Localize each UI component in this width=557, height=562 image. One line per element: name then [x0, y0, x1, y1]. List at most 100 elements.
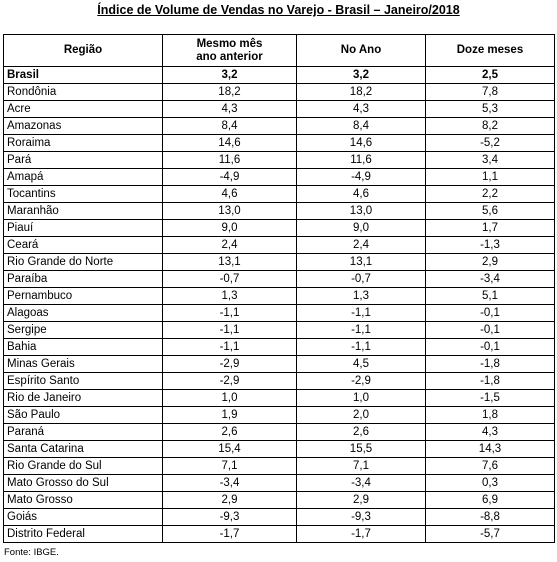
region-cell: Santa Catarina: [3, 440, 163, 458]
year-cell: -1,7: [296, 525, 426, 543]
table-row: Amazonas 8,4 8,4 8,2: [3, 117, 555, 135]
year-cell: -2,9: [296, 372, 426, 390]
twelve-months-cell: -3,4: [425, 270, 555, 288]
twelve-months-cell: -0,1: [425, 338, 555, 356]
table-row: Goiás -9,3 -9,3 -8,8: [3, 508, 555, 526]
header-same-month-line1: Mesmo mês: [196, 37, 263, 50]
table-row: Espírito Santo -2,9 -2,9 -1,8: [3, 372, 555, 390]
table-row: São Paulo 1,9 2,0 1,8: [3, 406, 555, 424]
table-row: Acre 4,3 4,3 5,3: [3, 100, 555, 118]
region-cell: Pernambuco: [3, 287, 163, 305]
table-row: Piauí 9,0 9,0 1,7: [3, 219, 555, 237]
same-month-cell: 1,0: [162, 389, 297, 407]
table-row: Mato Grosso do Sul -3,4 -3,4 0,3: [3, 474, 555, 492]
year-cell: 11,6: [296, 151, 426, 169]
twelve-months-cell: 4,3: [425, 423, 555, 441]
same-month-cell: -1,7: [162, 525, 297, 543]
table-row-total: Brasil 3,2 3,2 2,5: [3, 66, 555, 84]
same-month-cell: -9,3: [162, 508, 297, 526]
year-cell: 13,0: [296, 202, 426, 220]
region-cell: Brasil: [3, 66, 163, 84]
region-cell: Roraima: [3, 134, 163, 152]
region-cell: Piauí: [3, 219, 163, 237]
same-month-cell: 7,1: [162, 457, 297, 475]
table-row: Roraima 14,6 14,6 -5,2: [3, 134, 555, 152]
region-cell: Distrito Federal: [3, 525, 163, 543]
same-month-cell: -2,9: [162, 372, 297, 390]
year-cell: 4,3: [296, 100, 426, 118]
year-cell: 1,3: [296, 287, 426, 305]
twelve-months-cell: -1,8: [425, 355, 555, 373]
table-row: Paraíba -0,7 -0,7 -3,4: [3, 270, 555, 288]
region-cell: Espírito Santo: [3, 372, 163, 390]
region-cell: Tocantins: [3, 185, 163, 203]
region-cell: Ceará: [3, 236, 163, 254]
same-month-cell: -1,1: [162, 304, 297, 322]
twelve-months-cell: -0,1: [425, 304, 555, 322]
twelve-months-cell: 14,3: [425, 440, 555, 458]
same-month-cell: -2,9: [162, 355, 297, 373]
region-cell: Minas Gerais: [3, 355, 163, 373]
same-month-cell: 2,4: [162, 236, 297, 254]
table-row: Alagoas -1,1 -1,1 -0,1: [3, 304, 555, 322]
twelve-months-cell: 3,4: [425, 151, 555, 169]
same-month-cell: 1,9: [162, 406, 297, 424]
twelve-months-cell: -1,5: [425, 389, 555, 407]
table-row: Minas Gerais -2,9 4,5 -1,8: [3, 355, 555, 373]
same-month-cell: 13,0: [162, 202, 297, 220]
table-row: Distrito Federal -1,7 -1,7 -5,7: [3, 525, 555, 543]
region-cell: Paraíba: [3, 270, 163, 288]
table-row: Rondônia 18,2 18,2 7,8: [3, 83, 555, 101]
header-year: No Ano: [296, 34, 426, 67]
table-row: Amapá -4,9 -4,9 1,1: [3, 168, 555, 186]
region-cell: Maranhão: [3, 202, 163, 220]
region-cell: Rio Grande do Sul: [3, 457, 163, 475]
region-cell: Acre: [3, 100, 163, 118]
twelve-months-cell: -0,1: [425, 321, 555, 339]
year-cell: 1,0: [296, 389, 426, 407]
table-row: Tocantins 4,6 4,6 2,2: [3, 185, 555, 203]
twelve-months-cell: -5,7: [425, 525, 555, 543]
region-cell: Mato Grosso: [3, 491, 163, 509]
table-row: Pará 11,6 11,6 3,4: [3, 151, 555, 169]
year-cell: 4,6: [296, 185, 426, 203]
year-cell: -1,1: [296, 304, 426, 322]
same-month-cell: 4,3: [162, 100, 297, 118]
same-month-cell: -1,1: [162, 321, 297, 339]
header-same-month-line2: ano anterior: [196, 50, 263, 63]
twelve-months-cell: 1,7: [425, 219, 555, 237]
source-note: Fonte: IBGE.: [4, 547, 59, 558]
table-row: Rio Grande do Sul 7,1 7,1 7,6: [3, 457, 555, 475]
year-cell: 2,6: [296, 423, 426, 441]
twelve-months-cell: 2,2: [425, 185, 555, 203]
twelve-months-cell: 7,8: [425, 83, 555, 101]
twelve-months-cell: 7,6: [425, 457, 555, 475]
region-cell: São Paulo: [3, 406, 163, 424]
twelve-months-cell: 5,6: [425, 202, 555, 220]
year-cell: -4,9: [296, 168, 426, 186]
retail-sales-table: Região Mesmo mês ano anterior No Ano Doze…: [3, 34, 555, 543]
table-row: Maranhão 13,0 13,0 5,6: [3, 202, 555, 220]
twelve-months-cell: 5,1: [425, 287, 555, 305]
table-row: Rio de Janeiro 1,0 1,0 -1,5: [3, 389, 555, 407]
same-month-cell: 14,6: [162, 134, 297, 152]
same-month-cell: -4,9: [162, 168, 297, 186]
year-cell: 18,2: [296, 83, 426, 101]
same-month-cell: 9,0: [162, 219, 297, 237]
same-month-cell: -1,1: [162, 338, 297, 356]
year-cell: -1,1: [296, 338, 426, 356]
year-cell: 9,0: [296, 219, 426, 237]
twelve-months-cell: 5,3: [425, 100, 555, 118]
table-row: Paraná 2,6 2,6 4,3: [3, 423, 555, 441]
same-month-cell: -3,4: [162, 474, 297, 492]
same-month-cell: 1,3: [162, 287, 297, 305]
twelve-months-cell: 1,8: [425, 406, 555, 424]
same-month-cell: 2,6: [162, 423, 297, 441]
table-row: Bahia -1,1 -1,1 -0,1: [3, 338, 555, 356]
header-same-month: Mesmo mês ano anterior: [162, 34, 297, 67]
header-region: Região: [3, 34, 163, 67]
same-month-cell: 11,6: [162, 151, 297, 169]
twelve-months-cell: 2,5: [425, 66, 555, 84]
same-month-cell: 8,4: [162, 117, 297, 135]
table-row: Ceará 2,4 2,4 -1,3: [3, 236, 555, 254]
